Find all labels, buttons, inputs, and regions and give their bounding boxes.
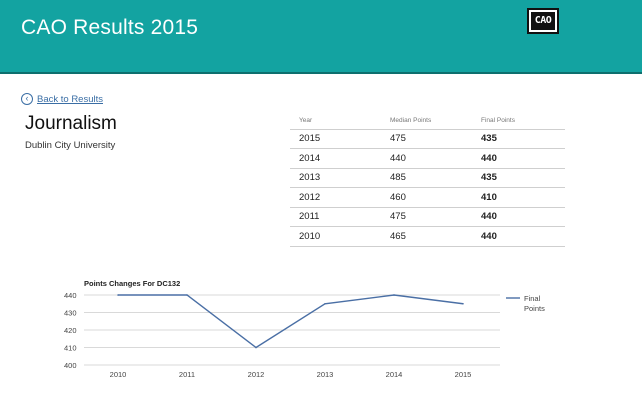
x-tick-label: 2010 [110,370,127,379]
x-tick-label: 2013 [317,370,334,379]
table-header-row: Year Median Points Final Points [290,113,565,130]
cell-final: 440 [472,226,565,247]
col-header-year: Year [290,113,381,130]
data-point [117,294,119,296]
y-tick-label: 410 [64,344,77,353]
results-table: Year Median Points Final Points 2015 475… [290,113,565,247]
cell-median: 460 [381,187,472,208]
cell-median: 475 [381,207,472,227]
back-link-label[interactable]: Back to Results [37,93,103,105]
table-row: 2012 460 410 [290,187,565,208]
logo-text: CAO [531,12,555,30]
data-point [462,302,464,305]
cell-year: 2011 [290,207,381,227]
cell-year: 2014 [290,148,381,169]
table-row: 2014 440 440 [290,148,565,169]
col-header-final: Final Points [472,113,565,130]
header-bar: CAO Results 2015 CAO [0,0,642,74]
course-institution: Dublin City University [25,140,116,151]
cell-year: 2015 [290,129,381,149]
table-row: 2010 465 440 [290,226,565,247]
x-tick-label: 2011 [179,370,195,379]
table-row: 2011 475 440 [290,207,565,227]
x-tick-label: 2012 [248,370,265,379]
cell-final: 410 [472,187,565,208]
legend-label: Final Points [524,294,545,313]
y-tick-label: 440 [64,291,77,300]
cell-final: 440 [472,148,565,169]
cell-final: 440 [472,207,565,227]
points-chart-svg: Points Changes For DC132 400 410 420 430 440 2… [64,279,545,379]
x-tick-label: 2014 [386,370,403,379]
y-tick-label: 420 [64,326,77,335]
cao-logo: CAO [527,8,559,34]
data-point [324,302,326,305]
cell-final: 435 [472,168,565,188]
col-header-median: Median Points [381,113,472,130]
data-point [186,294,188,296]
cell-median: 465 [381,226,472,247]
page-title: CAO Results 2015 [21,16,199,39]
data-point [255,346,257,349]
x-tick-label: 2015 [455,370,472,379]
y-tick-label: 430 [64,309,77,318]
course-title: Journalism [25,113,117,134]
table-row: 2013 485 435 [290,168,565,188]
cell-median: 475 [381,129,472,149]
cell-year: 2010 [290,226,381,247]
chart-title: Points Changes For DC132 [84,279,180,288]
y-tick-label: 400 [64,361,77,370]
cell-median: 440 [381,148,472,169]
table-row: 2015 475 435 [290,129,565,149]
circle-chevron-left-icon: ‹ [21,93,33,105]
series-line-final-points [118,294,464,349]
data-point [393,294,395,296]
points-chart: Points Changes For DC132 400 410 420 430 440 2… [0,272,642,418]
cell-year: 2012 [290,187,381,208]
back-to-results-link[interactable]: ‹ Back to Results [21,93,103,105]
cell-final: 435 [472,129,565,149]
cell-median: 485 [381,168,472,188]
cell-year: 2013 [290,168,381,188]
